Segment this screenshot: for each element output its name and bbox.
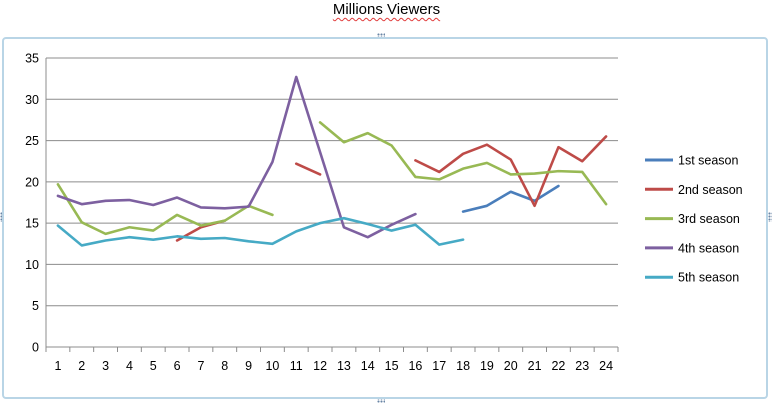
x-tick-label: 5	[150, 359, 157, 373]
x-tick-label: 18	[456, 359, 470, 373]
y-tick-label: 20	[25, 175, 39, 189]
y-tick-label: 25	[25, 134, 39, 148]
resize-handle-right[interactable]	[768, 212, 772, 222]
x-tick-label: 12	[313, 359, 327, 373]
series-line-2	[414, 135, 608, 208]
x-tick-label: 19	[480, 359, 494, 373]
x-tick-label: 16	[408, 359, 422, 373]
legend-label-1: 1st season	[678, 154, 739, 168]
series-line-2	[294, 162, 322, 176]
y-tick-label: 5	[32, 299, 39, 313]
y-tick-label: 30	[25, 93, 39, 107]
x-tick-label: 24	[599, 359, 613, 373]
x-tick-label: 20	[504, 359, 518, 373]
y-tick-label: 10	[25, 258, 39, 272]
legend-label-3: 3rd season	[678, 212, 740, 226]
x-tick-label: 8	[221, 359, 228, 373]
document-title: Millions Viewers	[0, 0, 773, 24]
series-line-3	[56, 183, 274, 236]
series-line-5	[56, 216, 465, 247]
y-tick-label: 0	[32, 341, 39, 355]
resize-handle-bottom[interactable]	[377, 397, 385, 403]
document-title-text: Millions Viewers	[332, 1, 441, 18]
x-tick-label: 17	[432, 359, 446, 373]
series-line-4	[56, 75, 417, 239]
x-tick-label: 4	[126, 359, 133, 373]
x-tick-label: 23	[575, 359, 589, 373]
x-tick-label: 22	[551, 359, 565, 373]
x-tick-label: 6	[174, 359, 181, 373]
x-tick-label: 1	[54, 359, 61, 373]
series-line-1	[461, 184, 560, 213]
x-tick-label: 10	[265, 359, 279, 373]
legend-label-2: 2nd season	[678, 183, 743, 197]
x-tick-label: 15	[385, 359, 399, 373]
legend-label-4: 4th season	[678, 241, 739, 255]
x-tick-label: 3	[102, 359, 109, 373]
x-tick-label: 13	[337, 359, 351, 373]
y-tick-label: 15	[25, 217, 39, 231]
x-tick-label: 11	[290, 359, 303, 373]
x-tick-label: 7	[197, 359, 204, 373]
x-tick-label: 21	[528, 359, 542, 373]
legend-label-5: 5th season	[678, 271, 739, 285]
x-tick-label: 14	[361, 359, 375, 373]
resize-handle-top[interactable]	[377, 33, 385, 39]
y-tick-label: 35	[25, 52, 39, 66]
chart-area[interactable]: 0 5 10 15 20 25 30 35 1 2 3 4 5 6 7 8 9 10 11 12 13 14 15 16 17 1…	[2, 37, 768, 399]
x-tick-label: 2	[78, 359, 85, 373]
x-tick-label: 9	[245, 359, 252, 373]
series-line-3	[318, 121, 608, 206]
